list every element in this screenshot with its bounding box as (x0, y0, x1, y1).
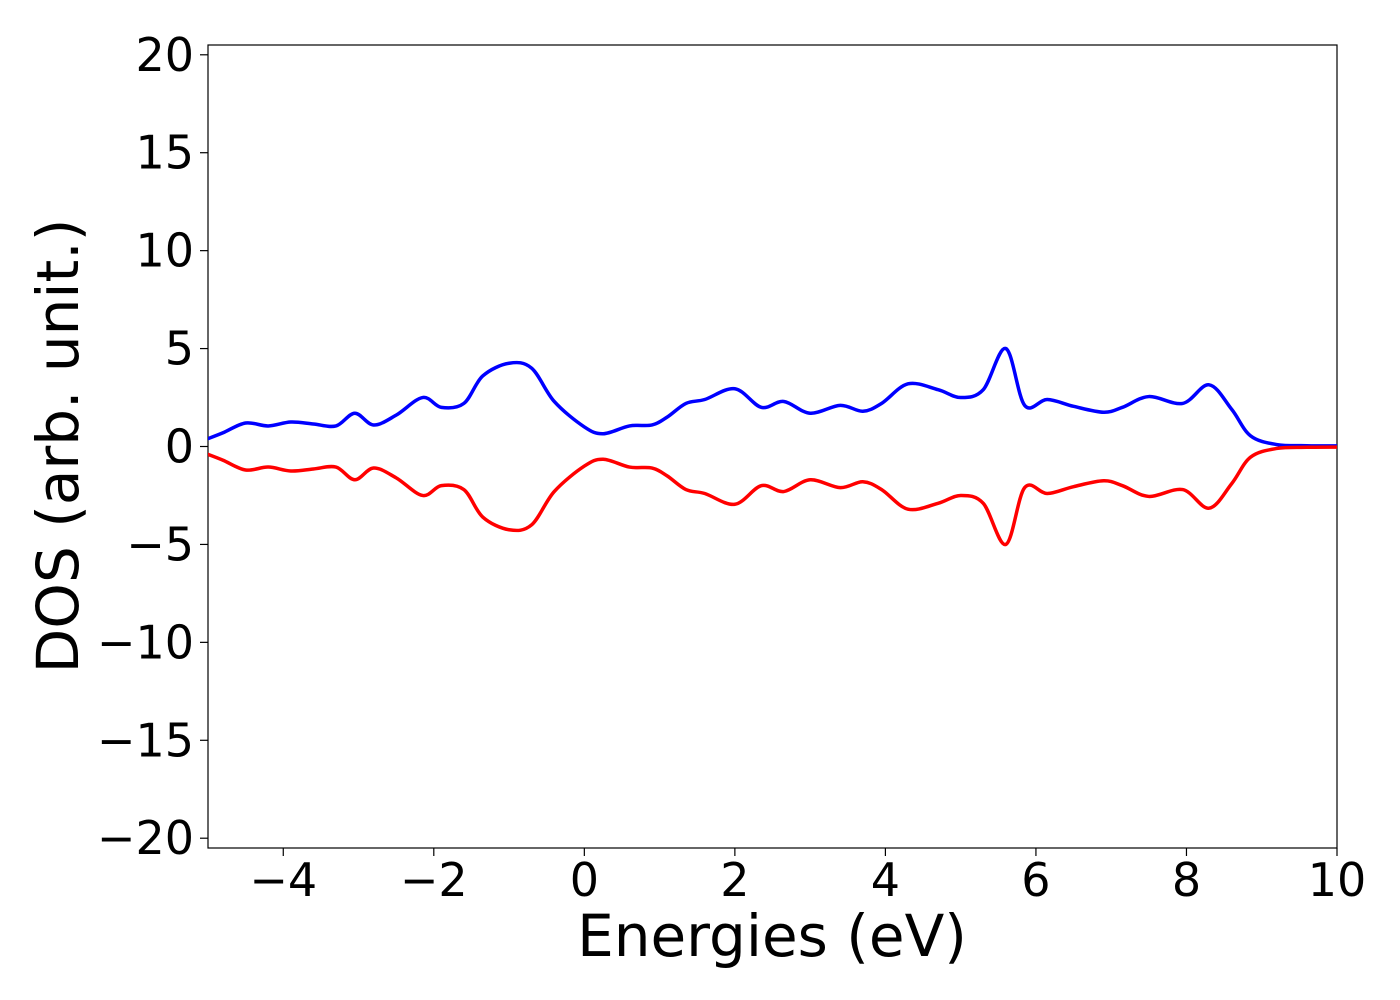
y-axis-label: DOS (arb. unit.) (24, 219, 92, 674)
y-axis-ticks: 20 15 10 5 0 −5 −10 −15 −20 (97, 28, 208, 865)
x-axis-ticks: −4 −2 0 2 4 6 8 10 (249, 848, 1366, 907)
x-tick-label: 2 (720, 853, 749, 907)
y-tick-label: −5 (126, 517, 194, 571)
spin-up-dos-line (208, 346, 1337, 448)
x-tick-label: 4 (871, 853, 900, 907)
x-axis-label: Energies (eV) (577, 902, 967, 970)
y-tick-label: 20 (135, 28, 194, 82)
spin-down-dos-line (208, 445, 1337, 547)
y-tick-label: −10 (97, 615, 194, 669)
y-tick-label: 15 (135, 126, 194, 180)
x-tick-label: 8 (1172, 853, 1201, 907)
plot-frame (207, 44, 1338, 849)
y-tick-label: −20 (97, 811, 194, 865)
y-tick-label: 5 (165, 322, 194, 376)
series-lines (208, 346, 1337, 547)
x-tick-label: 0 (570, 853, 599, 907)
x-tick-label: −4 (249, 853, 317, 907)
y-tick-label: −15 (97, 713, 194, 767)
y-tick-label: 0 (165, 420, 194, 474)
y-tick-label: 10 (135, 224, 194, 278)
x-tick-label: −2 (400, 853, 468, 907)
x-tick-label: 6 (1021, 853, 1050, 907)
x-tick-label: 10 (1308, 853, 1367, 907)
